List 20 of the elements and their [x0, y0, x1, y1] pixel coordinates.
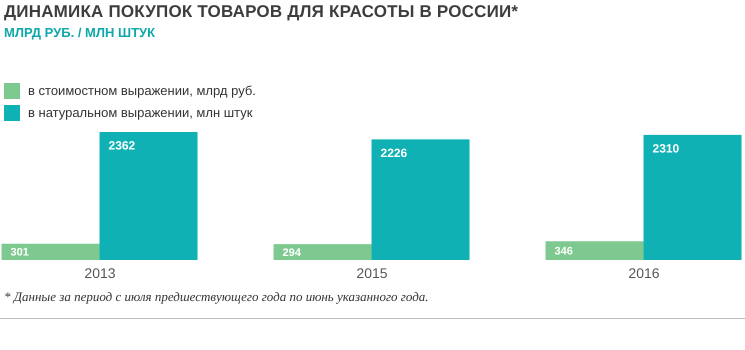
data-label: 2362	[108, 138, 136, 153]
x-tick-label: 2013	[84, 264, 116, 281]
bar	[546, 241, 644, 260]
legend-label: в натуральном выражении, млн штук	[28, 104, 252, 122]
data-label: 294	[282, 246, 302, 259]
bar	[644, 134, 742, 260]
text: * Данные за период с июля предшествующего года по июнь указанного года.	[4, 289, 429, 305]
data-label: 346	[554, 246, 573, 258]
data-label: 301	[10, 246, 29, 259]
bar	[2, 244, 100, 260]
data-label: 2310	[652, 141, 680, 156]
bar	[100, 132, 198, 260]
legend-label: в стоимостном выражении, млрд руб.	[28, 82, 256, 100]
data-label: 2226	[380, 146, 408, 160]
chart-title: ДИНАМИКА ПОКУПОК ТОВАРОВ ДЛЯ КРАСОТЫ В РОССИИ*	[4, 2, 518, 22]
x-tick-label: 2016	[628, 264, 660, 281]
bar	[372, 139, 470, 260]
chart-subtitle: МЛРД РУБ. / МЛН ШТУК	[4, 25, 156, 40]
x-tick-label: 2015	[356, 264, 388, 281]
bar	[274, 244, 372, 260]
